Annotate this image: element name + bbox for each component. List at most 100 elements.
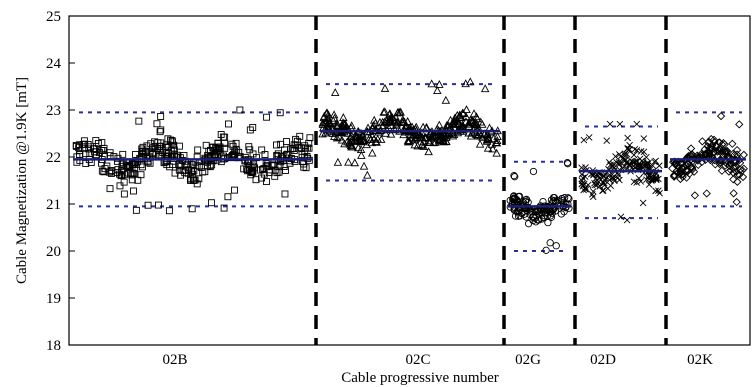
data-point xyxy=(475,139,485,148)
data-point xyxy=(164,143,172,151)
data-point xyxy=(560,208,568,216)
data-point xyxy=(417,128,427,137)
data-point xyxy=(220,204,228,212)
data-point xyxy=(225,120,232,128)
data-point xyxy=(442,120,452,129)
data-point xyxy=(120,190,128,198)
data-point xyxy=(236,106,244,114)
data-point xyxy=(171,169,179,177)
data-point xyxy=(716,111,726,121)
data-point xyxy=(187,176,195,184)
data-point xyxy=(565,195,573,203)
data-point xyxy=(116,170,123,178)
data-point xyxy=(731,162,740,171)
data-point xyxy=(333,157,343,166)
data-point xyxy=(332,133,342,142)
data-point xyxy=(733,170,742,179)
data-point xyxy=(580,186,587,194)
data-point xyxy=(273,141,280,149)
data-point xyxy=(387,117,396,126)
data-point xyxy=(549,193,558,202)
data-point xyxy=(588,191,596,198)
data-point xyxy=(403,137,413,146)
data-point xyxy=(414,129,424,138)
data-point xyxy=(524,220,533,228)
data-point xyxy=(157,113,165,120)
data-point xyxy=(635,175,643,182)
series-02B xyxy=(72,106,314,215)
data-point xyxy=(323,113,333,122)
data-point xyxy=(591,181,599,189)
data-point xyxy=(368,148,377,157)
data-point xyxy=(669,171,679,181)
data-point xyxy=(724,167,734,176)
data-point xyxy=(154,201,162,209)
data-point xyxy=(334,132,344,141)
data-point xyxy=(599,187,606,195)
y-tick-label: 19 xyxy=(46,291,61,307)
data-point xyxy=(483,143,493,152)
y-tick-label: 23 xyxy=(46,103,61,119)
data-point xyxy=(686,144,696,153)
data-point xyxy=(386,129,396,138)
data-point xyxy=(434,136,444,145)
data-point xyxy=(564,194,572,202)
data-point xyxy=(390,125,400,134)
data-point xyxy=(72,142,80,149)
data-point xyxy=(617,159,625,166)
data-point xyxy=(637,178,645,185)
data-point xyxy=(260,170,268,178)
data-point xyxy=(449,117,459,125)
data-point xyxy=(413,141,422,150)
data-point xyxy=(80,137,88,145)
data-point xyxy=(466,77,475,86)
group-label-02C: 02C xyxy=(405,352,430,368)
data-point xyxy=(359,137,368,146)
data-point xyxy=(243,166,251,173)
data-point xyxy=(201,168,209,176)
data-point xyxy=(600,173,607,180)
data-point xyxy=(675,166,685,176)
data-point xyxy=(144,201,152,209)
data-point xyxy=(732,145,742,155)
data-point xyxy=(169,138,176,146)
data-point xyxy=(643,153,650,161)
data-point xyxy=(610,175,618,183)
data-point xyxy=(118,168,126,176)
data-point xyxy=(518,209,526,218)
data-point xyxy=(403,136,413,144)
data-point xyxy=(338,121,347,129)
data-point xyxy=(357,150,366,159)
data-point xyxy=(651,158,658,166)
data-point xyxy=(363,170,372,179)
data-point xyxy=(467,116,476,125)
data-point xyxy=(340,139,349,148)
data-point xyxy=(633,146,641,154)
data-point xyxy=(130,187,137,195)
data-point xyxy=(76,151,83,159)
data-point xyxy=(259,166,267,173)
data-point xyxy=(107,167,115,175)
data-point xyxy=(268,162,276,170)
data-point xyxy=(480,84,490,93)
data-point xyxy=(98,139,106,147)
data-point xyxy=(128,176,136,184)
data-point xyxy=(624,144,632,152)
data-point xyxy=(246,126,254,134)
data-point xyxy=(351,129,361,138)
data-point xyxy=(139,143,147,151)
data-point xyxy=(461,79,470,88)
data-point xyxy=(235,148,243,156)
series-02D xyxy=(578,120,663,224)
data-point xyxy=(698,137,707,146)
data-point xyxy=(352,136,361,145)
data-point xyxy=(669,157,678,167)
data-point xyxy=(563,159,572,167)
data-point xyxy=(585,134,593,141)
data-point xyxy=(645,181,653,188)
data-point xyxy=(476,117,485,126)
data-point xyxy=(652,187,659,195)
data-point xyxy=(287,145,295,153)
y-tick-label: 25 xyxy=(46,9,61,25)
